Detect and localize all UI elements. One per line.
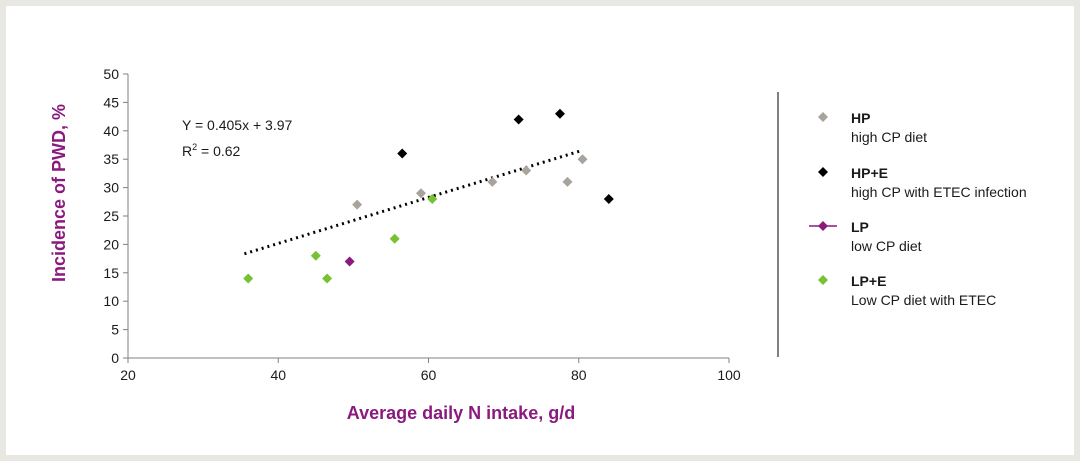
r-squared-text: R2 = 0.62 [182,142,241,159]
legend-marker-lp-ee [818,275,828,285]
y-tick-label: 50 [103,66,119,82]
chart-frame: 0 5 10 15 20 25 30 35 40 45 50 20 40 60 80 100 Inciden… [6,6,1074,455]
data-point-hp [352,199,363,210]
y-tick-label: 25 [103,208,119,224]
x-tick-label: 20 [120,367,136,383]
legend-marker-lp [818,221,828,231]
data-point-lp-ee [427,193,438,204]
data-point-lp-ee [389,233,400,244]
y-tick-label: 5 [111,322,119,338]
legend-label-hp-ee: HP+E [851,165,888,181]
data-point-hp [521,165,532,176]
equation-text: Y = 0.405x + 3.97 [182,117,292,133]
scatter-chart: 0 5 10 15 20 25 30 35 40 45 50 20 40 60 80 100 Inciden… [49,66,1027,423]
x-tick-label: 80 [571,367,587,383]
data-point-lp-ee [243,273,254,284]
legend-marker-hp-ee [818,167,828,177]
y-tick-label: 40 [103,123,119,139]
data-point-hp-ee [513,114,524,125]
x-tick-label: 40 [270,367,286,383]
x-axis-title: Average daily N intake, g/d [347,403,575,423]
data-point-lp-ee [310,250,321,261]
data-point-lp-ee [322,273,333,284]
y-tick-label: 15 [103,265,119,281]
legend-description-lp: low CP diet [851,238,922,254]
points-layer [243,108,614,284]
y-tick-label: 20 [103,236,119,252]
x-tick-label: 100 [717,367,741,383]
legend-label-lp-ee: LP+E [851,273,886,289]
trendline-layer [244,148,583,256]
legend-label-lp: LP [851,219,869,235]
data-point-hp-ee [397,148,408,159]
y-tick-label: 30 [103,180,119,196]
r-squared-value: = 0.62 [197,143,240,159]
data-point-hp [562,176,573,187]
data-point-hp [487,176,498,187]
y-tick-label: 45 [103,94,119,110]
x-ticks: 20 40 60 80 100 [120,358,741,383]
data-point-hp [415,188,426,199]
data-point-hp-ee [603,193,614,204]
r-squared-superscript: 2 [192,142,197,152]
y-tick-label: 10 [103,293,119,309]
y-axis-title: Incidence of PWD, % [49,104,69,282]
y-ticks: 0 5 10 15 20 25 30 35 40 45 50 [103,66,128,366]
legend-label-hp: HP [851,110,870,126]
data-point-hp-ee [554,108,565,119]
legend-description-hp-ee: high CP with ETEC infection [851,184,1027,200]
y-tick-label: 0 [111,350,119,366]
trendline [244,148,583,256]
equation-annotation: Y = 0.405x + 3.97 R2 = 0.62 [182,117,292,159]
legend: HP high CP diet HP+E high CP with ETEC infe… [809,110,1027,308]
legend-description-lp-ee: Low CP diet with ETEC [851,292,996,308]
data-point-hp [577,154,588,165]
r-squared-prefix: R [182,143,192,159]
data-point-lp [344,256,355,267]
y-tick-label: 35 [103,151,119,167]
x-tick-label: 60 [421,367,437,383]
legend-marker-hp [818,112,828,122]
legend-description-hp: high CP diet [851,129,927,145]
